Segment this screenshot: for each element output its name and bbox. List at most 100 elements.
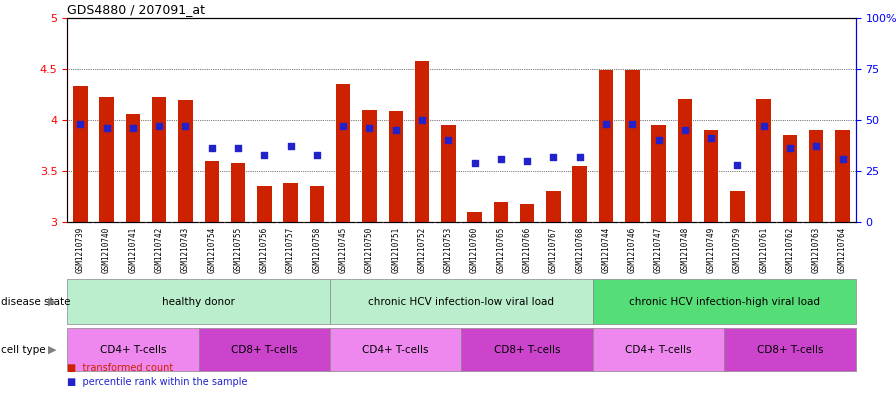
Bar [756, 99, 771, 222]
Text: GSM1210760: GSM1210760 [470, 226, 479, 272]
Bar [204, 161, 219, 222]
Point [204, 145, 219, 152]
Point [625, 121, 640, 127]
Text: GSM1210759: GSM1210759 [733, 226, 742, 272]
Point [178, 123, 193, 129]
Text: GSM1210768: GSM1210768 [575, 226, 584, 272]
Text: GSM1210765: GSM1210765 [496, 226, 505, 272]
Text: GSM1210746: GSM1210746 [628, 226, 637, 272]
Bar [336, 84, 350, 222]
Point [415, 117, 429, 123]
Text: GSM1210756: GSM1210756 [260, 226, 269, 272]
Point [677, 127, 692, 133]
Bar [389, 111, 403, 222]
Point [756, 123, 771, 129]
Text: chronic HCV infection-high viral load: chronic HCV infection-high viral load [629, 297, 820, 307]
Text: GSM1210763: GSM1210763 [812, 226, 821, 272]
Point [389, 127, 403, 133]
Text: GSM1210767: GSM1210767 [549, 226, 558, 272]
Bar [704, 130, 719, 222]
Point [125, 125, 140, 131]
Bar [593, 279, 856, 324]
Bar [330, 279, 593, 324]
Text: CD4+ T-cells: CD4+ T-cells [363, 345, 429, 355]
Text: GSM1210755: GSM1210755 [234, 226, 243, 272]
Text: GSM1210754: GSM1210754 [207, 226, 216, 272]
Bar [330, 328, 461, 371]
Bar [730, 191, 745, 222]
Text: CD4+ T-cells: CD4+ T-cells [99, 345, 166, 355]
Bar [231, 163, 246, 222]
Text: GSM1210764: GSM1210764 [838, 226, 847, 272]
Point [99, 125, 114, 131]
Point [651, 137, 666, 143]
Point [547, 154, 561, 160]
Bar [415, 61, 429, 222]
Text: GSM1210749: GSM1210749 [707, 226, 716, 272]
Point [152, 123, 167, 129]
Bar [677, 99, 692, 222]
Bar [573, 166, 587, 222]
Text: CD8+ T-cells: CD8+ T-cells [494, 345, 560, 355]
Text: ■  percentile rank within the sample: ■ percentile rank within the sample [67, 377, 247, 387]
Bar [625, 70, 640, 222]
Text: GDS4880 / 207091_at: GDS4880 / 207091_at [67, 4, 205, 17]
Text: GSM1210762: GSM1210762 [786, 226, 795, 272]
Text: chronic HCV infection-low viral load: chronic HCV infection-low viral load [368, 297, 555, 307]
Bar [547, 191, 561, 222]
Text: GSM1210741: GSM1210741 [128, 226, 137, 272]
Point [783, 145, 797, 152]
Bar [593, 328, 724, 371]
Bar [809, 130, 823, 222]
Point [336, 123, 350, 129]
Bar [441, 125, 455, 222]
Text: GSM1210744: GSM1210744 [601, 226, 610, 272]
Text: GSM1210742: GSM1210742 [155, 226, 164, 272]
Point [257, 151, 271, 158]
Text: GSM1210747: GSM1210747 [654, 226, 663, 272]
Text: GSM1210750: GSM1210750 [365, 226, 374, 272]
Bar [310, 186, 324, 222]
Bar [283, 183, 297, 222]
Text: ▶: ▶ [48, 345, 56, 355]
Bar [835, 130, 849, 222]
Bar [494, 202, 508, 222]
Point [231, 145, 246, 152]
Text: disease state: disease state [1, 297, 71, 307]
Bar [783, 135, 797, 222]
Bar [152, 97, 167, 222]
Point [494, 156, 508, 162]
Point [283, 143, 297, 150]
Bar [724, 328, 856, 371]
Text: GSM1210748: GSM1210748 [680, 226, 689, 272]
Bar [178, 101, 193, 222]
Text: GSM1210761: GSM1210761 [759, 226, 768, 272]
Bar [99, 97, 114, 222]
Text: GSM1210745: GSM1210745 [339, 226, 348, 272]
Bar [461, 328, 593, 371]
Point [73, 121, 88, 127]
Text: GSM1210766: GSM1210766 [522, 226, 531, 272]
Text: ▶: ▶ [48, 297, 56, 307]
Bar [67, 279, 330, 324]
Point [468, 160, 482, 166]
Text: CD8+ T-cells: CD8+ T-cells [231, 345, 297, 355]
Bar [599, 70, 613, 222]
Text: GSM1210740: GSM1210740 [102, 226, 111, 272]
Text: GSM1210751: GSM1210751 [392, 226, 401, 272]
Bar [520, 204, 534, 222]
Bar [651, 125, 666, 222]
Text: CD8+ T-cells: CD8+ T-cells [757, 345, 823, 355]
Point [573, 154, 587, 160]
Bar [125, 114, 140, 222]
Point [441, 137, 455, 143]
Text: CD4+ T-cells: CD4+ T-cells [625, 345, 692, 355]
Text: healthy donor: healthy donor [162, 297, 235, 307]
Text: GSM1210739: GSM1210739 [76, 226, 85, 272]
Point [599, 121, 613, 127]
Text: cell type: cell type [1, 345, 46, 355]
Text: GSM1210752: GSM1210752 [418, 226, 426, 272]
Point [730, 162, 745, 168]
Bar [257, 186, 271, 222]
Text: ■  transformed count: ■ transformed count [67, 364, 174, 373]
